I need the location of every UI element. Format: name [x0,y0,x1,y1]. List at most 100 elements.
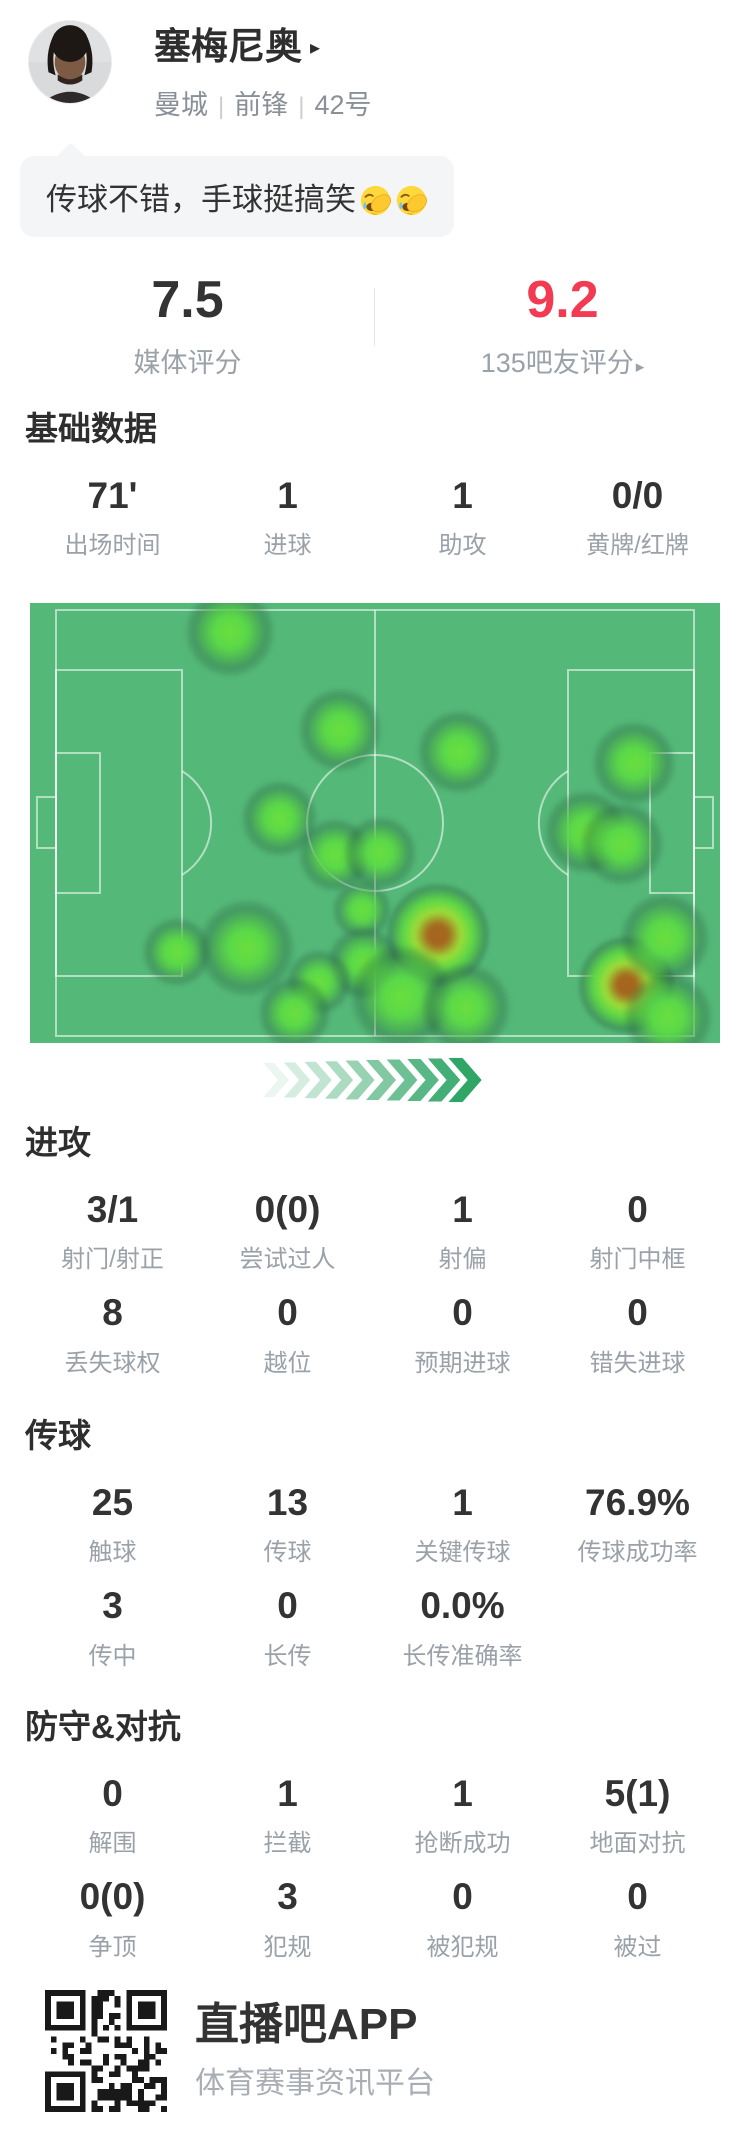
stat-label: 长传 [263,1642,312,1670]
stat-触球: 25 触球 [25,1482,200,1568]
stat-label: 射门中框 [589,1246,686,1274]
stat-争顶: 0(0) 争顶 [25,1876,200,1962]
stat-射门中框: 0 射门中框 [550,1189,725,1275]
footer-text: 直播吧APP 体育赛事资讯平台 [195,2000,435,2103]
stat-label: 射偏 [438,1246,487,1274]
stat-丢失球权: 8 丢失球权 [25,1292,200,1378]
stat-预期进球: 0 预期进球 [375,1292,550,1378]
stat-value: 0 [627,1188,648,1230]
stat-value: 0(0) [79,1876,146,1918]
stat-row: 71' 出场时间 1 进球 1 助攻 0/0 黄牌/红牌 [0,475,750,561]
stat-助攻: 1 助攻 [375,475,550,561]
stat-label: 长传准确率 [402,1642,523,1670]
fans-rating-value: 9.2 [526,271,599,329]
section-title: 基础数据 [25,410,157,447]
section-title: 防守&对抗 [25,1708,181,1745]
stat-value: 1 [277,474,298,516]
stat-被过: 0 被过 [550,1876,725,1962]
stat-传球: 13 传球 [200,1482,375,1568]
vertical-divider [374,288,375,346]
stat-value: 1 [452,1188,473,1230]
stat-value: 0(0) [254,1188,321,1230]
player-name-block: 塞梅尼奥 ▸ 曼城 | 前锋 | 42号 [154,20,372,122]
shirt-number: 42号 [314,89,372,120]
player-header: 塞梅尼奥 ▸ 曼城 | 前锋 | 42号 [28,20,372,122]
stat-value: 3 [102,1585,123,1627]
attack-direction-chevrons [0,1057,750,1103]
heatmap-pitch [30,603,720,1043]
stat-value: 0 [452,1876,473,1918]
fans-rating[interactable]: 9.2 135吧友评分 ▸ [375,271,750,380]
ratings-row: 7.5 媒体评分 9.2 135吧友评分 ▸ [0,271,750,380]
stat-row: 3 传中 0 长传 0.0% 长传准确率 [0,1585,750,1671]
stat-label: 丢失球权 [64,1349,161,1377]
separator: | [218,92,225,120]
comment-text: 传球不错，手球挺搞笑 [46,182,356,217]
stat-row: 8 丢失球权 0 越位 0 预期进球 0 错失进球 [0,1292,750,1378]
chevron-right-icon [263,1062,289,1098]
stat-value: 1 [452,1772,473,1814]
separator: | [298,92,305,120]
section-进攻: 进攻 3/1 射门/射正 0(0) 尝试过人 1 射偏 0 射门中框 8 丢失球权 0 越位 0 预期进球 0… [0,1122,750,1378]
stat-value: 0 [277,1585,298,1627]
stat-value: 1 [452,1481,473,1523]
stat-label: 传球 [263,1539,312,1567]
facepalm-laugh-cry-emoji [360,185,392,216]
facepalm-laugh-cry-emoji [356,182,428,217]
stat-row: 0 解围 1 拦截 1 抢断成功 5(1) 地面对抗 [0,1773,750,1859]
fans-rating-label: 135吧友评分 ▸ [375,341,750,380]
stat-label: 关键传球 [414,1539,511,1567]
stat-犯规: 3 犯规 [200,1876,375,1962]
stat-label: 射门/射正 [61,1246,164,1274]
stat-被犯规: 0 被犯规 [375,1876,550,1962]
player-meta: 曼城 | 前锋 | 42号 [154,83,372,122]
stat-label: 地面对抗 [589,1830,686,1858]
stat-label: 犯规 [263,1933,312,1961]
stat-越位: 0 越位 [200,1292,375,1378]
player-name-link[interactable]: 塞梅尼奥 ▸ [154,26,372,69]
stat-label: 尝试过人 [239,1246,336,1274]
stat-地面对抗: 5(1) 地面对抗 [550,1773,725,1859]
team-name: 曼城 [154,89,208,120]
stat-value: 25 [91,1481,134,1523]
position: 前锋 [234,89,289,120]
stat-label: 解围 [88,1830,137,1858]
section-防守&对抗: 防守&对抗 0 解围 1 拦截 1 抢断成功 5(1) 地面对抗 0(0) 争顶 3 犯规 0 被犯规 0 被过 [0,1706,750,1962]
stat-label: 进球 [263,532,312,560]
stat-label: 越位 [263,1349,312,1377]
stat-出场时间: 71' 出场时间 [25,475,200,561]
stat-label: 被犯规 [426,1933,499,1961]
chevron-right-icon: ▸ [310,36,321,59]
stat-label: 传球成功率 [577,1539,698,1567]
section-传球: 传球 25 触球 13 传球 1 关键传球 76.9% 传球成功率 3 传中 0 长传 0.0% 长传准确率 [0,1415,750,1671]
stat-射门/射正: 3/1 射门/射正 [25,1189,200,1275]
stat-传球成功率: 76.9% 传球成功率 [550,1482,725,1568]
player-avatar[interactable] [28,20,112,104]
media-rating-label: 媒体评分 [133,348,242,379]
facepalm-laugh-cry-emoji [396,185,428,216]
stat-错失进球: 0 错失进球 [550,1292,725,1378]
stat-value: 1 [277,1772,298,1814]
stat-value: 8 [102,1292,123,1334]
stat-value: 3 [277,1876,298,1918]
stat-value: 0/0 [611,474,664,516]
stat-value: 0.0% [420,1585,505,1627]
stat-拦截: 1 拦截 [200,1773,375,1859]
app-footer: 直播吧APP 体育赛事资讯平台 [45,1990,435,2112]
fans-rating-label-text: 135吧友评分 [480,348,634,379]
stat-value: 0 [627,1876,648,1918]
stat-value: 1 [452,474,473,516]
player-photo [29,21,111,103]
stat-解围: 0 解围 [25,1773,200,1859]
media-rating-value: 7.5 [151,271,224,329]
stat-抢断成功: 1 抢断成功 [375,1773,550,1859]
stat-尝试过人: 0(0) 尝试过人 [200,1189,375,1275]
stat-label: 预期进球 [414,1349,511,1377]
section-title: 传球 [25,1417,91,1454]
section-基础数据: 基础数据 71' 出场时间 1 进球 1 助攻 0/0 黄牌/红牌 [0,408,750,560]
comment-bubble: 传球不错，手球挺搞笑 [20,156,454,237]
stat-value: 13 [266,1481,309,1523]
stat-label: 拦截 [263,1830,312,1858]
stat-label: 争顶 [88,1933,137,1961]
